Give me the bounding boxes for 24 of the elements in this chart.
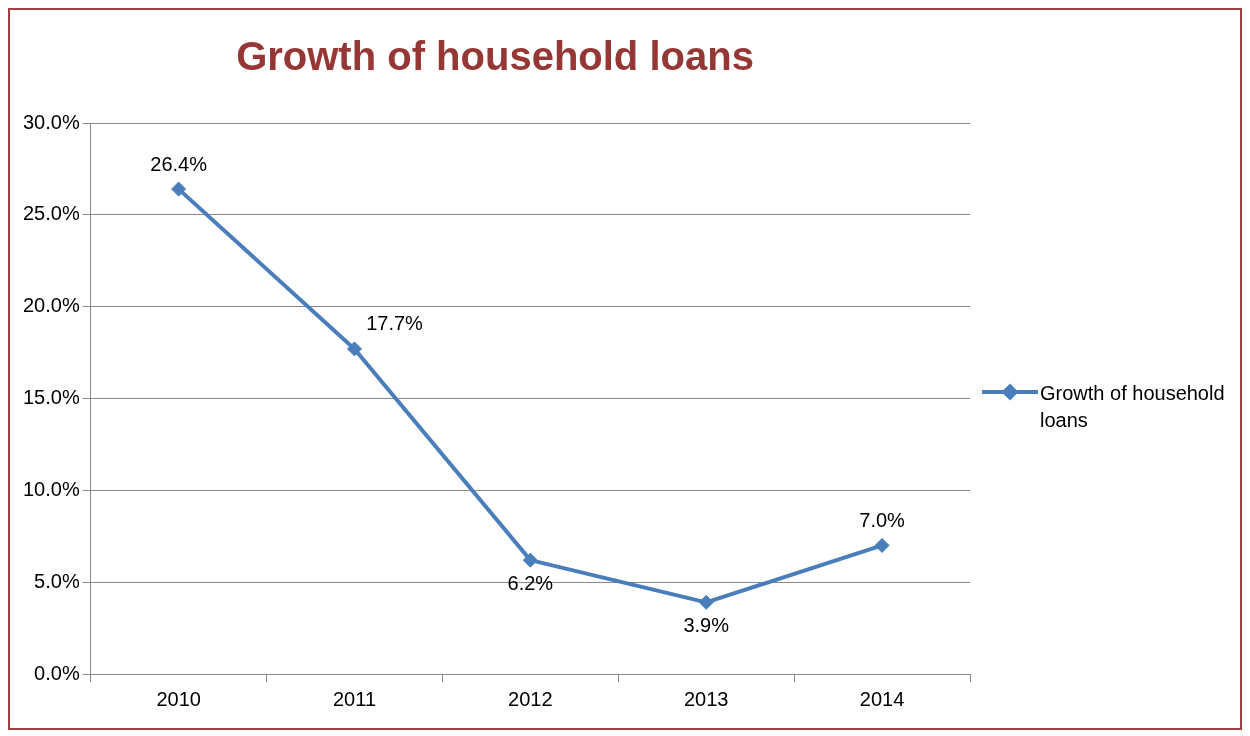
x-tick-label: 2013 (683, 687, 729, 710)
data-label: 26.4% (150, 152, 208, 175)
point (171, 181, 187, 197)
x-tick-label: 2010 (156, 687, 201, 710)
chart-title: Growth of household loans (236, 34, 754, 79)
y-tick-label: 0.0% (34, 661, 80, 684)
point (522, 552, 538, 568)
x-tick-label: 2012 (508, 687, 553, 710)
y-tick-label: 10.0% (22, 477, 80, 500)
data-label: 7.0% (859, 508, 906, 531)
point (874, 537, 890, 553)
y-tick-label: 30.0% (22, 110, 80, 133)
x-tick-label: 2011 (332, 687, 376, 710)
y-tick-label: 25.0% (22, 202, 80, 225)
point (698, 594, 714, 610)
y-tick-label: 5.0% (34, 569, 80, 592)
data-label: 17.7% (366, 312, 424, 335)
data-label: 6.2% (507, 571, 554, 594)
legend-label: Growth of household loans (1040, 381, 1226, 433)
x-tick-label: 2014 (859, 687, 905, 710)
y-tick-label: 20.0% (22, 294, 80, 317)
data-label: 3.9% (683, 613, 730, 636)
point (347, 341, 362, 357)
y-tick-label: 15.0% (22, 386, 80, 409)
